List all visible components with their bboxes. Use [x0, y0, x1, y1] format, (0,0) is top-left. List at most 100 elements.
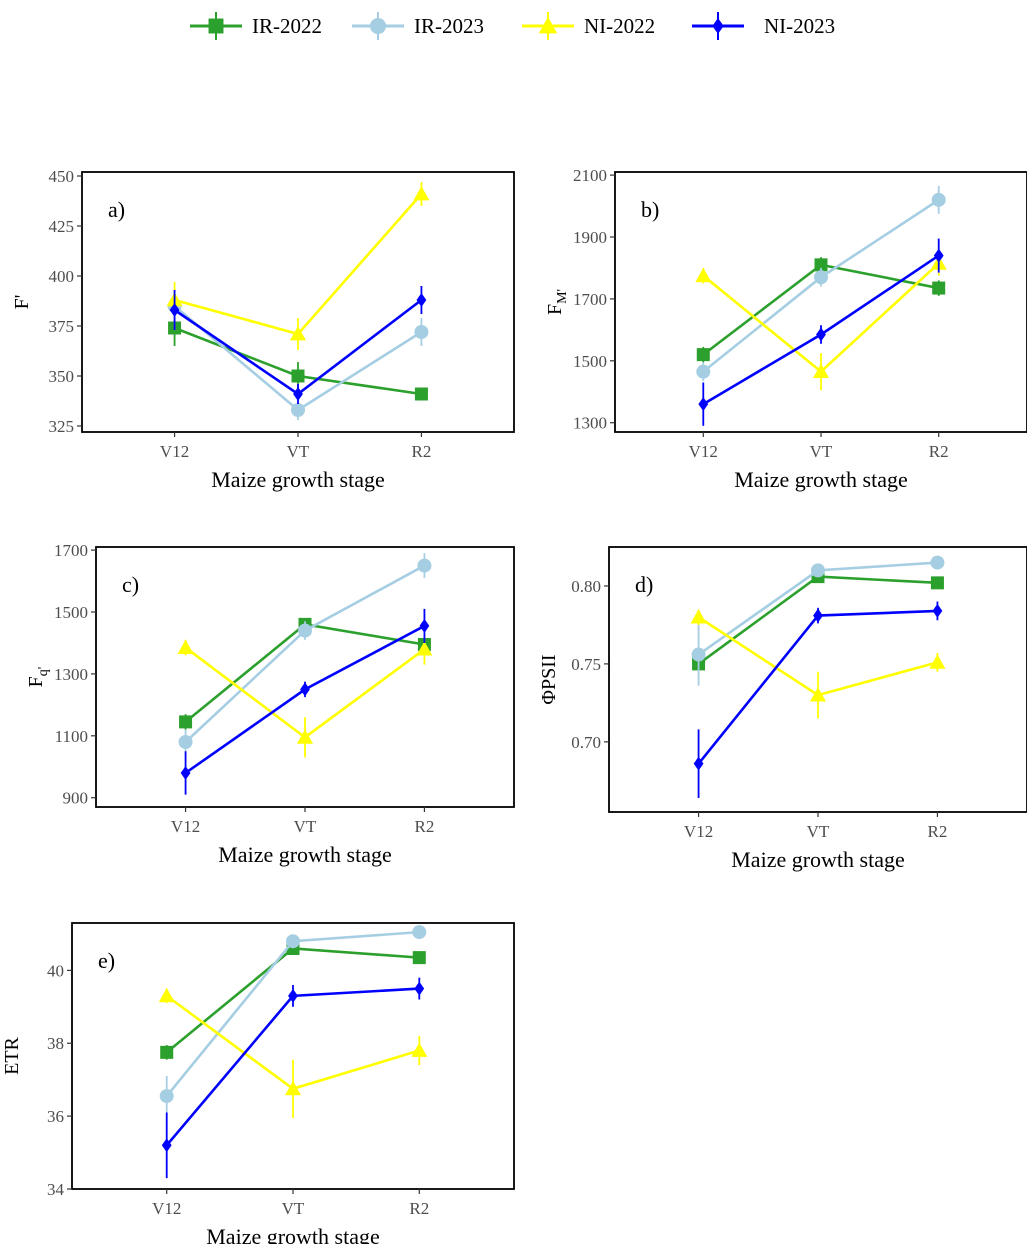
x-tick-label: V12 — [171, 817, 200, 836]
x-tick-label: V12 — [160, 442, 189, 461]
series-ir-2023 — [696, 185, 946, 381]
series-ir-2022 — [160, 942, 426, 1060]
data-point — [696, 364, 711, 379]
x-tick-label: VT — [810, 442, 833, 461]
legend-label: NI-2022 — [584, 14, 655, 38]
data-point — [696, 348, 710, 362]
data-point — [814, 270, 828, 285]
x-tick-label: R2 — [415, 817, 435, 836]
plot-frame — [95, 546, 515, 808]
data-point — [811, 563, 825, 578]
x-tick-label: V12 — [684, 822, 713, 841]
x-tick-label: VT — [807, 822, 830, 841]
data-point — [698, 397, 709, 412]
data-point — [933, 248, 944, 263]
legend: IR-2022 IR-2023 NI-2022 NI-2023 — [190, 12, 835, 40]
x-axis-title: Maize growth stage — [731, 847, 905, 872]
data-point — [413, 186, 430, 201]
legend-marker — [538, 16, 558, 34]
data-point — [291, 369, 305, 383]
series-ni-2022 — [177, 633, 433, 758]
data-point — [414, 325, 429, 339]
x-tick-label: R2 — [929, 442, 949, 461]
data-point — [285, 1080, 301, 1096]
data-point — [286, 934, 300, 949]
data-point — [169, 303, 180, 317]
y-tick-label: 40 — [47, 961, 64, 980]
panel-d: 0.70 0.75 0.80 V12 VT R2 Maize growth stage ΦPS… — [538, 546, 1027, 872]
data-point — [414, 387, 428, 401]
y-tick-label: 34 — [47, 1180, 65, 1199]
y-tick-label: 0.70 — [571, 733, 601, 752]
y-tick-label: 450 — [49, 167, 75, 186]
x-tick-label: VT — [282, 1199, 305, 1218]
data-point — [690, 609, 707, 624]
panel-label: b) — [641, 197, 659, 222]
x-axis-title: Maize growth stage — [734, 467, 908, 492]
data-point — [695, 267, 712, 283]
data-point — [419, 618, 430, 633]
y-tick-label: 900 — [63, 789, 89, 808]
y-axis-title: ΦPSII — [538, 654, 560, 704]
data-point — [693, 756, 704, 771]
legend-marker — [712, 17, 724, 35]
y-axis-title: ETR — [1, 1036, 23, 1074]
x-tick-label: VT — [294, 817, 317, 836]
legend-label: IR-2023 — [414, 14, 484, 38]
panel-b: 1300 1500 1700 1900 2100 V12 VT R2 Maize growth … — [544, 166, 1027, 492]
y-axis-title-subscript: M' — [555, 289, 570, 304]
y-axis-title-subscript: q' — [36, 667, 51, 677]
plot-frame — [71, 922, 515, 1190]
data-point — [290, 326, 306, 341]
data-point — [810, 687, 826, 702]
panel-a: 325 350 375 400 425 450 V12 VT R2 Maize growth st… — [11, 167, 515, 492]
data-point — [412, 925, 427, 940]
data-point — [930, 555, 945, 570]
data-point — [178, 735, 193, 749]
x-tick-label: R2 — [412, 442, 432, 461]
data-point — [930, 576, 944, 590]
series-ni-2023 — [693, 601, 943, 798]
panel-label: d) — [635, 572, 653, 597]
panel-c: 900 1100 1300 1500 1700 V12 VT R2 Maize growth s… — [25, 541, 515, 867]
series-ni-2022 — [690, 609, 946, 719]
legend-marker — [208, 18, 224, 34]
data-point — [298, 623, 312, 638]
data-point — [813, 608, 823, 623]
series-ni-2022 — [158, 987, 428, 1118]
data-point — [416, 293, 427, 307]
data-point — [412, 951, 426, 965]
data-point — [932, 281, 946, 295]
data-point — [179, 715, 193, 729]
y-axis-title: Fq' — [25, 667, 51, 688]
data-point — [291, 403, 305, 417]
data-point — [158, 987, 175, 1003]
x-axis-title: Maize growth stage — [206, 1224, 380, 1244]
series-ir-2023 — [691, 555, 945, 686]
y-tick-label: 1700 — [54, 541, 88, 560]
legend-item-ni-2022: NI-2022 — [522, 12, 655, 40]
data-point — [411, 1042, 428, 1057]
data-point — [160, 1045, 174, 1059]
series-ir-2023 — [178, 553, 432, 755]
data-point — [297, 729, 313, 744]
y-tick-label: 350 — [49, 367, 75, 386]
y-tick-label: 1900 — [573, 228, 607, 247]
data-point — [813, 363, 829, 379]
panel-label: a) — [108, 197, 125, 222]
series-ni-2023 — [161, 977, 425, 1179]
y-tick-label: 0.80 — [571, 577, 601, 596]
panel-label: e) — [98, 948, 115, 973]
x-tick-label: V12 — [689, 442, 718, 461]
y-tick-label: 38 — [47, 1034, 64, 1053]
data-point — [180, 765, 191, 780]
series-ir-2022 — [168, 310, 428, 401]
series-line — [184, 564, 426, 743]
y-tick-label: 1700 — [573, 290, 607, 309]
data-point — [161, 1138, 172, 1153]
y-tick-label: 375 — [49, 317, 75, 336]
series-line — [174, 193, 423, 336]
y-tick-label: 1100 — [55, 727, 88, 746]
legend-label: IR-2022 — [252, 14, 322, 38]
y-tick-label: 325 — [49, 417, 75, 436]
